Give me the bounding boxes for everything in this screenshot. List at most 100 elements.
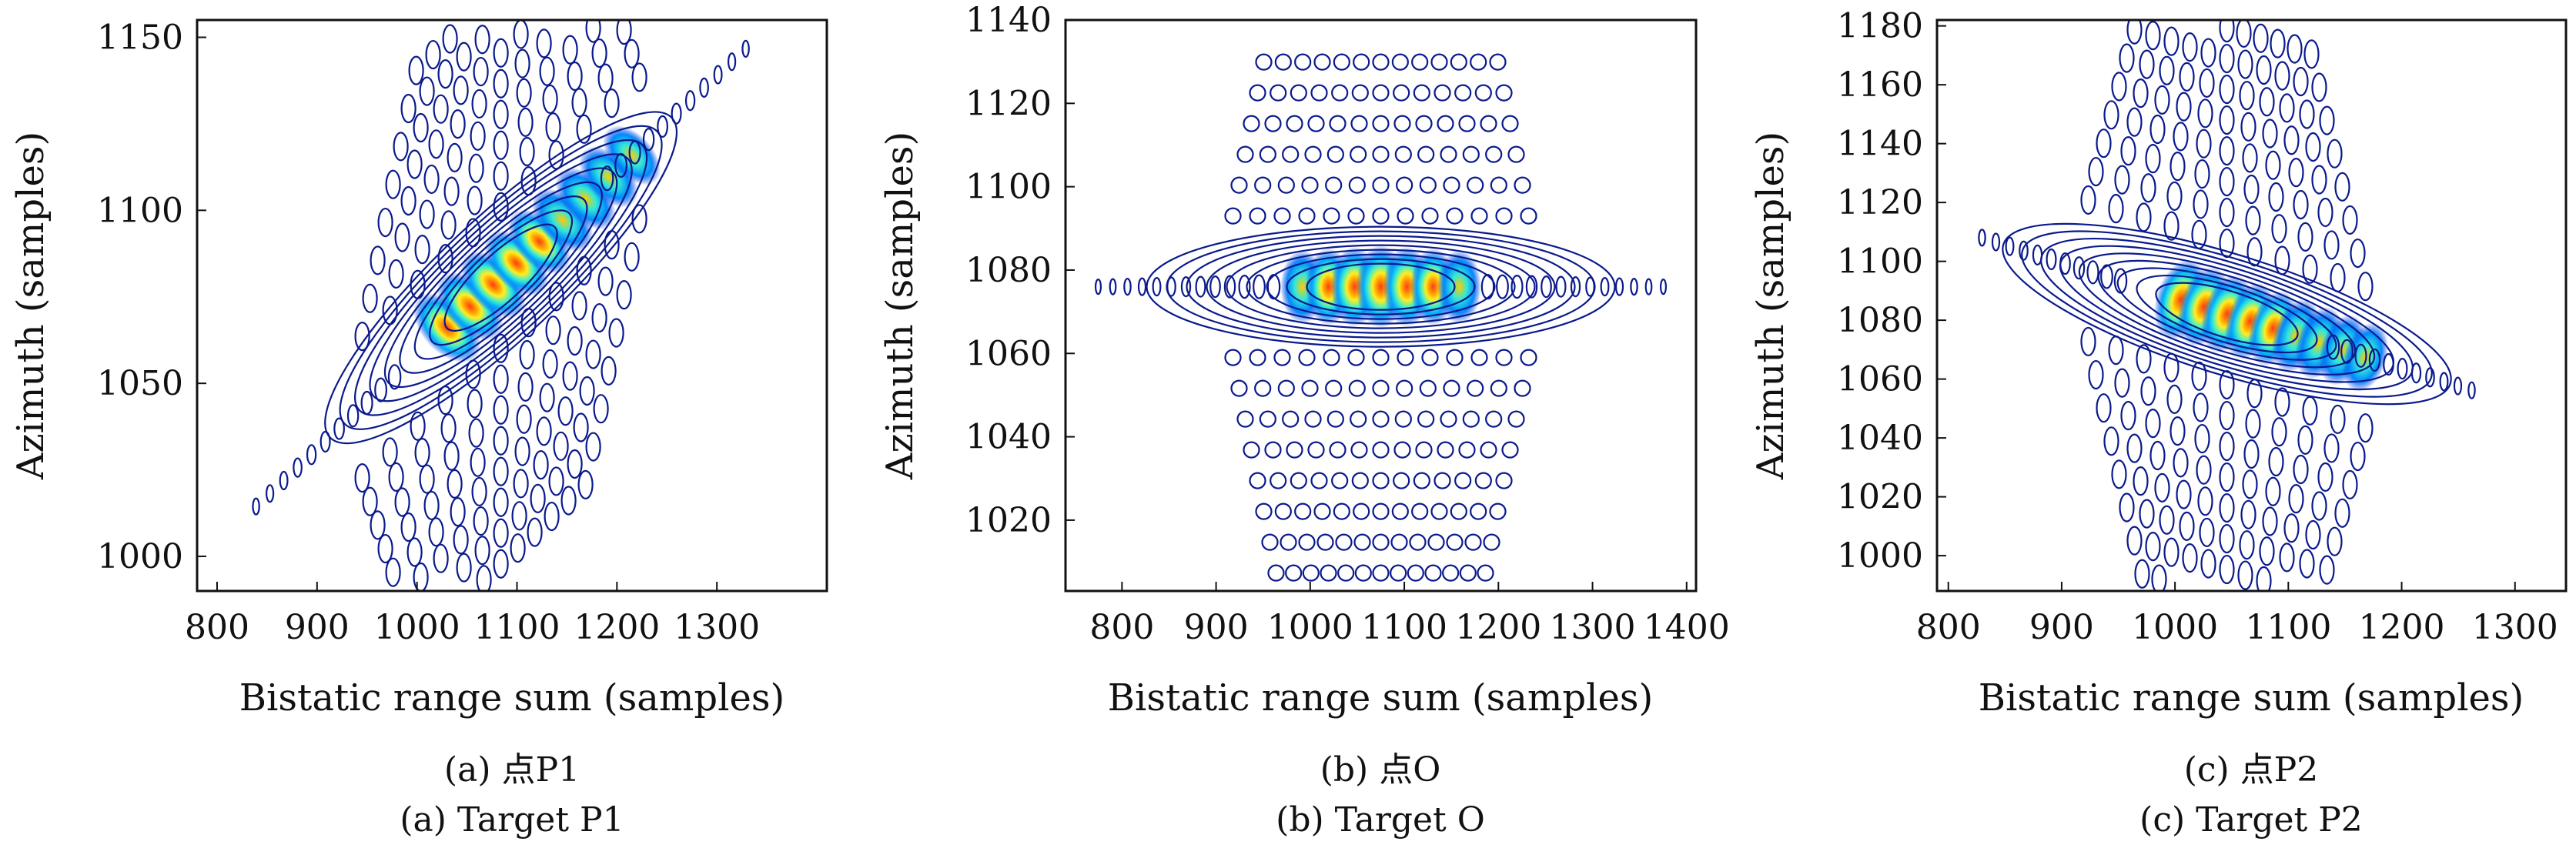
azimuth-sidelobe bbox=[2246, 237, 2263, 267]
range-sidelobe bbox=[2113, 268, 2128, 294]
azimuth-sidelobe bbox=[2219, 369, 2235, 400]
azimuth-sidelobe bbox=[1459, 564, 1477, 582]
range-sidelobe bbox=[1253, 274, 1266, 299]
azimuth-sidelobe bbox=[471, 88, 487, 119]
azimuth-sidelobe bbox=[2199, 517, 2215, 548]
azimuth-sidelobe bbox=[1286, 441, 1303, 459]
azimuth-sidelobe bbox=[1372, 564, 1390, 582]
azimuth-sidelobe bbox=[2194, 423, 2210, 454]
azimuth-sidelobe bbox=[1372, 115, 1390, 132]
azimuth-sidelobe bbox=[354, 462, 370, 493]
azimuth-sidelobe bbox=[2279, 543, 2295, 573]
azimuth-sidelobe bbox=[1264, 441, 1282, 459]
azimuth-sidelobe bbox=[2199, 68, 2215, 98]
azimuth-sidelobe bbox=[1393, 84, 1410, 102]
panel-a: 800 900 1000 1100 1200 1300 1000105011001150 … bbox=[9, 18, 828, 840]
azimuth-sidelobe bbox=[2088, 156, 2104, 187]
plot-area-c bbox=[1978, 20, 2476, 591]
azimuth-sidelobe bbox=[2256, 55, 2272, 85]
azimuth-sidelobe bbox=[2219, 492, 2235, 523]
azimuth-sidelobe bbox=[2191, 219, 2207, 249]
azimuth-sidelobe bbox=[447, 142, 463, 172]
azimuth-sidelobe bbox=[1298, 533, 1316, 551]
azimuth-sidelobe bbox=[591, 38, 607, 68]
azimuth-sidelobe bbox=[1434, 84, 1451, 102]
azimuth-sidelobe bbox=[2173, 448, 2189, 478]
range-sidelobe bbox=[2032, 244, 2043, 265]
azimuth-sidelobe bbox=[2133, 466, 2149, 496]
x-ticks-b: 800 900 1000 1100 1200 1300 1400 bbox=[1089, 582, 1730, 647]
x-axis-label-c: Bistatic range sum (samples) bbox=[1979, 676, 2524, 719]
x-tick-label: 1200 bbox=[2359, 608, 2445, 647]
azimuth-sidelobe bbox=[513, 469, 529, 499]
azimuth-sidelobe bbox=[400, 93, 417, 124]
azimuth-sidelobe bbox=[2179, 511, 2195, 541]
azimuth-sidelobe bbox=[2108, 336, 2124, 366]
azimuth-sidelobe bbox=[406, 149, 423, 179]
azimuth-sidelobe bbox=[1372, 53, 1390, 71]
x-tick-label: 900 bbox=[2029, 608, 2094, 647]
range-sidelobe bbox=[1195, 275, 1206, 298]
azimuth-sidelobe bbox=[536, 28, 552, 58]
azimuth-sidelobe bbox=[1372, 84, 1390, 102]
azimuth-sidelobe bbox=[2163, 26, 2180, 56]
range-sidelobe bbox=[684, 90, 696, 112]
azimuth-sidelobe bbox=[571, 88, 587, 118]
azimuth-sidelobe bbox=[2288, 484, 2304, 514]
azimuth-sidelobe bbox=[2246, 379, 2263, 409]
azimuth-sidelobe bbox=[493, 518, 509, 548]
azimuth-sidelobe bbox=[513, 20, 529, 49]
azimuth-sidelobe bbox=[1495, 472, 1513, 489]
azimuth-sidelobe bbox=[1467, 176, 1484, 194]
azimuth-sidelobe bbox=[2219, 166, 2235, 197]
y-ticks-a: 1000 1050 1100 1150 bbox=[97, 18, 206, 576]
azimuth-sidelobe bbox=[1273, 349, 1291, 366]
range-sidelobe bbox=[2397, 358, 2408, 380]
azimuth-sidelobe bbox=[1393, 441, 1411, 459]
azimuth-sidelobe bbox=[548, 466, 564, 496]
azimuth-sidelobe bbox=[450, 497, 466, 527]
azimuth-sidelobe bbox=[1507, 145, 1525, 163]
azimuth-sidelobe bbox=[1507, 410, 1525, 428]
range-sidelobe bbox=[252, 497, 260, 516]
azimuth-sidelobe bbox=[511, 501, 527, 531]
contour-ring bbox=[1146, 225, 1616, 348]
azimuth-sidelobe bbox=[2154, 85, 2170, 115]
azimuth-sidelobe bbox=[2350, 238, 2366, 269]
azimuth-sidelobe bbox=[2259, 536, 2275, 566]
azimuth-sidelobe bbox=[1273, 207, 1291, 225]
range-sidelobe bbox=[2086, 260, 2099, 285]
range-sidelobe bbox=[1180, 276, 1192, 298]
azimuth-sidelobe bbox=[2219, 431, 2235, 462]
azimuth-sidelobe bbox=[1249, 84, 1266, 102]
azimuth-sidelobe bbox=[1394, 145, 1412, 163]
azimuth-sidelobe bbox=[1313, 53, 1331, 71]
azimuth-sidelobe bbox=[1372, 379, 1390, 397]
azimuth-sidelobe bbox=[1470, 53, 1487, 71]
azimuth-sidelobe bbox=[385, 169, 401, 199]
azimuth-sidelobe bbox=[597, 63, 614, 93]
azimuth-sidelobe bbox=[440, 413, 457, 443]
azimuth-sidelobe bbox=[1282, 410, 1300, 428]
azimuth-sidelobe bbox=[443, 176, 460, 206]
x-tick-label: 900 bbox=[285, 608, 350, 647]
range-sidelobe bbox=[2467, 381, 2476, 399]
azimuth-sidelobe bbox=[1417, 410, 1435, 428]
azimuth-sidelobe bbox=[1421, 349, 1439, 366]
azimuth-sidelobe bbox=[473, 506, 489, 536]
azimuth-sidelobe bbox=[1415, 441, 1433, 459]
azimuth-sidelobe bbox=[456, 42, 472, 72]
range-sidelobe bbox=[1166, 276, 1176, 297]
azimuth-sidelobe bbox=[1443, 379, 1460, 397]
azimuth-sidelobe bbox=[597, 266, 614, 296]
contour-ring bbox=[1286, 258, 1476, 315]
y-tick-label: 1060 bbox=[1837, 360, 1923, 399]
azimuth-sidelobe bbox=[1255, 502, 1273, 520]
azimuth-sidelobe bbox=[2299, 549, 2315, 579]
azimuth-sidelobe bbox=[471, 476, 487, 507]
x-tick-label: 1400 bbox=[1644, 608, 1730, 647]
azimuth-sidelobe bbox=[1333, 53, 1350, 71]
azimuth-sidelobe bbox=[2151, 564, 2167, 591]
azimuth-sidelobe bbox=[493, 38, 509, 68]
azimuth-sidelobe bbox=[539, 382, 555, 412]
